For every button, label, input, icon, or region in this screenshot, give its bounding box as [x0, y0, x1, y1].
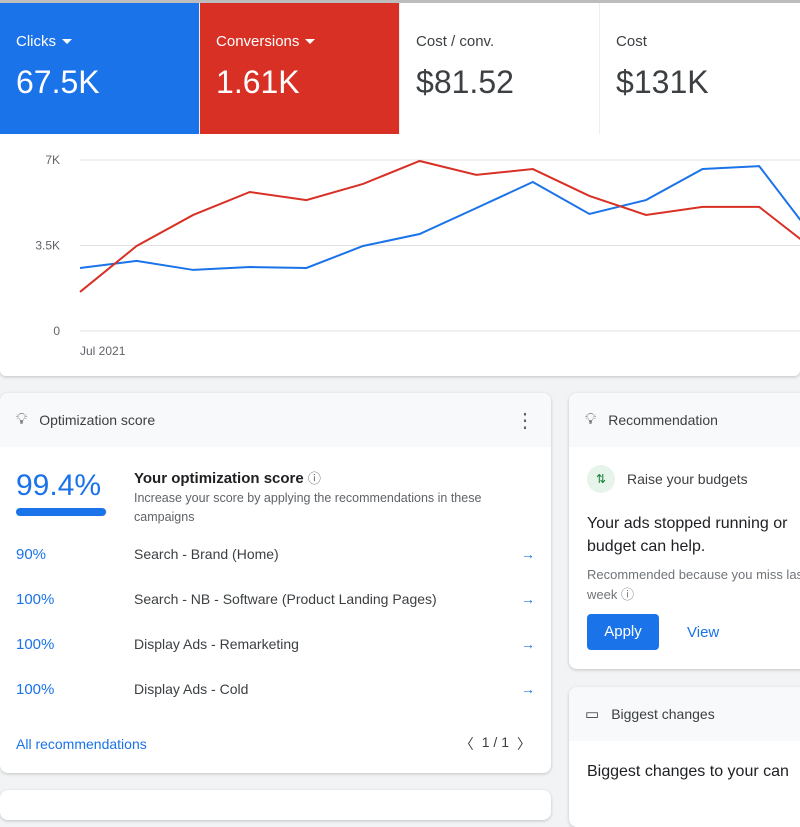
rec-body: Your ads stopped running or budget can h… [587, 515, 788, 555]
metric-label: Clicks [16, 33, 56, 50]
campaign-score: 100% [16, 636, 55, 653]
metric-value: 67.5K [16, 64, 100, 100]
card-title: Optimization score [39, 412, 156, 428]
metric-conversions[interactable]: Conversions 1.61K [200, 3, 401, 134]
rec-reason: Recommended because you miss last week [587, 567, 800, 602]
apply-button[interactable]: Apply [587, 614, 659, 650]
score-heading: Your optimization score [134, 470, 304, 487]
changes-body: Biggest changes to your can [587, 763, 789, 780]
optimization-score: 99.4% [16, 469, 102, 502]
metric-cost[interactable]: Cost $131K [600, 3, 800, 134]
card-title: Recommendation [608, 412, 718, 428]
caret-down-icon [62, 39, 72, 44]
more-vert-icon[interactable]: ⋮ [515, 409, 535, 432]
y-tick-label: 0 [53, 324, 60, 338]
metric-label: Cost [616, 33, 647, 50]
campaign-row[interactable]: 100% Display Ads - Cold → [16, 681, 535, 698]
arrow-right-icon[interactable]: → [521, 636, 535, 652]
campaign-row[interactable]: 90% Search - Brand (Home) → [16, 546, 535, 563]
caret-down-icon [305, 39, 316, 44]
calendar-add-icon: ▭ [585, 706, 600, 723]
metric-clicks[interactable]: Clicks 67.5K [0, 3, 201, 134]
campaign-score: 100% [16, 591, 55, 608]
arrow-right-icon[interactable]: → [521, 546, 535, 562]
optimization-score-card: 💡︎ Optimization score ⋮ 99.4% Your optimiz… [0, 393, 551, 773]
y-tick-label: 7K [45, 153, 60, 167]
campaign-row[interactable]: 100% Display Ads - Remarketing → [16, 636, 535, 653]
series-line-conversions [79, 159, 800, 293]
campaign-name: Display Ads - Remarketing [134, 636, 299, 652]
campaign-score: 100% [16, 681, 55, 698]
lightbulb-icon: 💡︎ [16, 411, 28, 428]
chevron-right-icon[interactable]: 〉 [517, 736, 531, 752]
metric-cost-per-conv[interactable]: Cost / conv. $81.52 [400, 3, 601, 134]
line-chart: 0 3.5K 7K Jul 2021 [35, 153, 800, 358]
campaign-name: Search - NB - Software (Product Landing … [134, 591, 437, 607]
campaign-score: 90% [16, 546, 47, 563]
score-bar [16, 508, 107, 516]
metric-value: 1.61K [216, 64, 300, 100]
metric-label: Cost / conv. [416, 33, 495, 50]
campaign-name: Search - Brand (Home) [134, 546, 279, 562]
help-icon[interactable]: ⓘ [307, 471, 321, 486]
score-description: Increase your score by applying the reco… [134, 491, 482, 524]
x-tick-label: Jul 2021 [80, 344, 126, 358]
arrow-right-icon[interactable]: → [521, 681, 535, 697]
recommendation-card: 💡︎ Recommendation ⇅ Raise your budgets Yo… [569, 393, 800, 669]
card-title: Biggest changes [611, 706, 715, 722]
pager-text: 1 / 1 [481, 734, 509, 750]
arrow-right-icon[interactable]: → [521, 591, 535, 607]
metric-value: $131K [616, 64, 709, 100]
performance-panel: Clicks 67.5K Conversions 1.61K Cost / conv… [0, 0, 800, 376]
biggest-changes-card: ▭ Biggest changes Biggest changes to your… [569, 687, 800, 827]
help-icon[interactable]: ⓘ [620, 587, 634, 602]
next-card [0, 790, 551, 820]
metric-label: Conversions [216, 33, 300, 50]
lightbulb-icon: 💡︎ [585, 411, 597, 428]
chevron-left-icon[interactable]: 〈 [459, 736, 474, 752]
y-tick-label: 3.5K [35, 239, 60, 253]
campaign-name: Display Ads - Cold [134, 681, 249, 697]
metric-value: $81.52 [416, 64, 514, 100]
all-recommendations-link[interactable]: All recommendations [16, 736, 147, 752]
view-button[interactable]: View [687, 624, 720, 641]
series-line-clicks [79, 165, 800, 271]
budget-arrows-icon: ⇅ [587, 465, 615, 493]
rec-subtitle: Raise your budgets [627, 471, 748, 487]
campaign-row[interactable]: 100% Search - NB - Software (Product Land… [16, 591, 535, 608]
